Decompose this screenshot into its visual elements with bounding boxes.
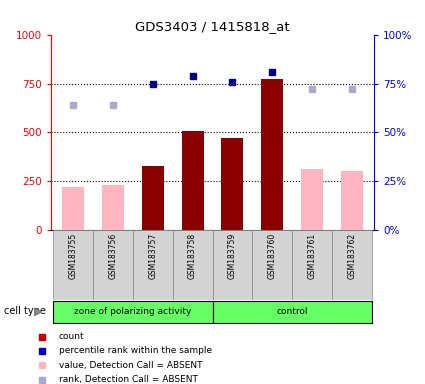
Text: zone of polarizing activity: zone of polarizing activity — [74, 308, 191, 316]
Title: GDS3403 / 1415818_at: GDS3403 / 1415818_at — [135, 20, 290, 33]
Bar — [212, 230, 252, 300]
Bar — [62, 187, 84, 230]
Bar — [292, 230, 332, 300]
Bar — [53, 230, 93, 300]
Text: GSM183758: GSM183758 — [188, 232, 197, 279]
Bar — [53, 301, 212, 323]
Text: rank, Detection Call = ABSENT: rank, Detection Call = ABSENT — [59, 375, 198, 384]
Text: control: control — [277, 308, 308, 316]
Bar — [261, 79, 283, 230]
Bar — [142, 166, 164, 230]
Bar — [332, 230, 372, 300]
Text: GSM183762: GSM183762 — [348, 232, 357, 279]
Text: GSM183761: GSM183761 — [308, 232, 317, 279]
Bar — [252, 230, 292, 300]
Text: cell type: cell type — [4, 306, 46, 316]
Text: value, Detection Call = ABSENT: value, Detection Call = ABSENT — [59, 361, 202, 370]
Bar — [173, 230, 212, 300]
Bar — [221, 138, 244, 230]
Bar — [93, 230, 133, 300]
Bar — [341, 170, 363, 230]
Text: GSM183756: GSM183756 — [108, 232, 117, 279]
Text: GSM183757: GSM183757 — [148, 232, 157, 279]
Bar — [133, 230, 173, 300]
Bar — [102, 185, 124, 230]
Text: percentile rank within the sample: percentile rank within the sample — [59, 346, 212, 356]
Text: GSM183759: GSM183759 — [228, 232, 237, 279]
Bar — [301, 169, 323, 230]
Text: GSM183755: GSM183755 — [68, 232, 77, 279]
Bar — [181, 131, 204, 230]
Bar — [212, 301, 372, 323]
Text: GSM183760: GSM183760 — [268, 232, 277, 279]
Text: count: count — [59, 332, 85, 341]
